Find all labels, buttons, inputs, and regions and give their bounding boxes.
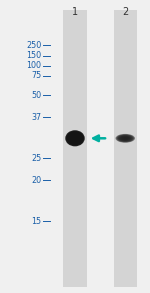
Ellipse shape xyxy=(116,134,135,143)
Text: 37: 37 xyxy=(31,113,41,122)
Ellipse shape xyxy=(120,136,130,140)
Ellipse shape xyxy=(116,134,134,142)
Bar xyxy=(114,10,137,287)
Text: 150: 150 xyxy=(26,51,41,60)
Text: 250: 250 xyxy=(26,41,41,50)
Ellipse shape xyxy=(121,137,129,140)
Ellipse shape xyxy=(65,130,85,146)
Ellipse shape xyxy=(70,134,80,142)
Text: 20: 20 xyxy=(31,176,41,185)
Text: 2: 2 xyxy=(122,7,128,17)
Ellipse shape xyxy=(68,132,82,144)
Text: 15: 15 xyxy=(31,217,41,226)
Bar xyxy=(63,10,87,287)
Ellipse shape xyxy=(71,135,79,142)
Text: 25: 25 xyxy=(31,154,41,163)
Ellipse shape xyxy=(66,131,84,146)
Ellipse shape xyxy=(69,133,81,144)
Text: 100: 100 xyxy=(26,61,41,70)
Ellipse shape xyxy=(120,136,131,141)
Ellipse shape xyxy=(119,135,132,141)
Ellipse shape xyxy=(69,134,81,143)
Text: 1: 1 xyxy=(72,7,78,17)
Text: 50: 50 xyxy=(31,91,41,100)
Ellipse shape xyxy=(118,135,133,142)
Text: 75: 75 xyxy=(31,71,41,80)
Ellipse shape xyxy=(117,135,133,142)
Ellipse shape xyxy=(67,132,83,145)
Ellipse shape xyxy=(72,136,78,141)
